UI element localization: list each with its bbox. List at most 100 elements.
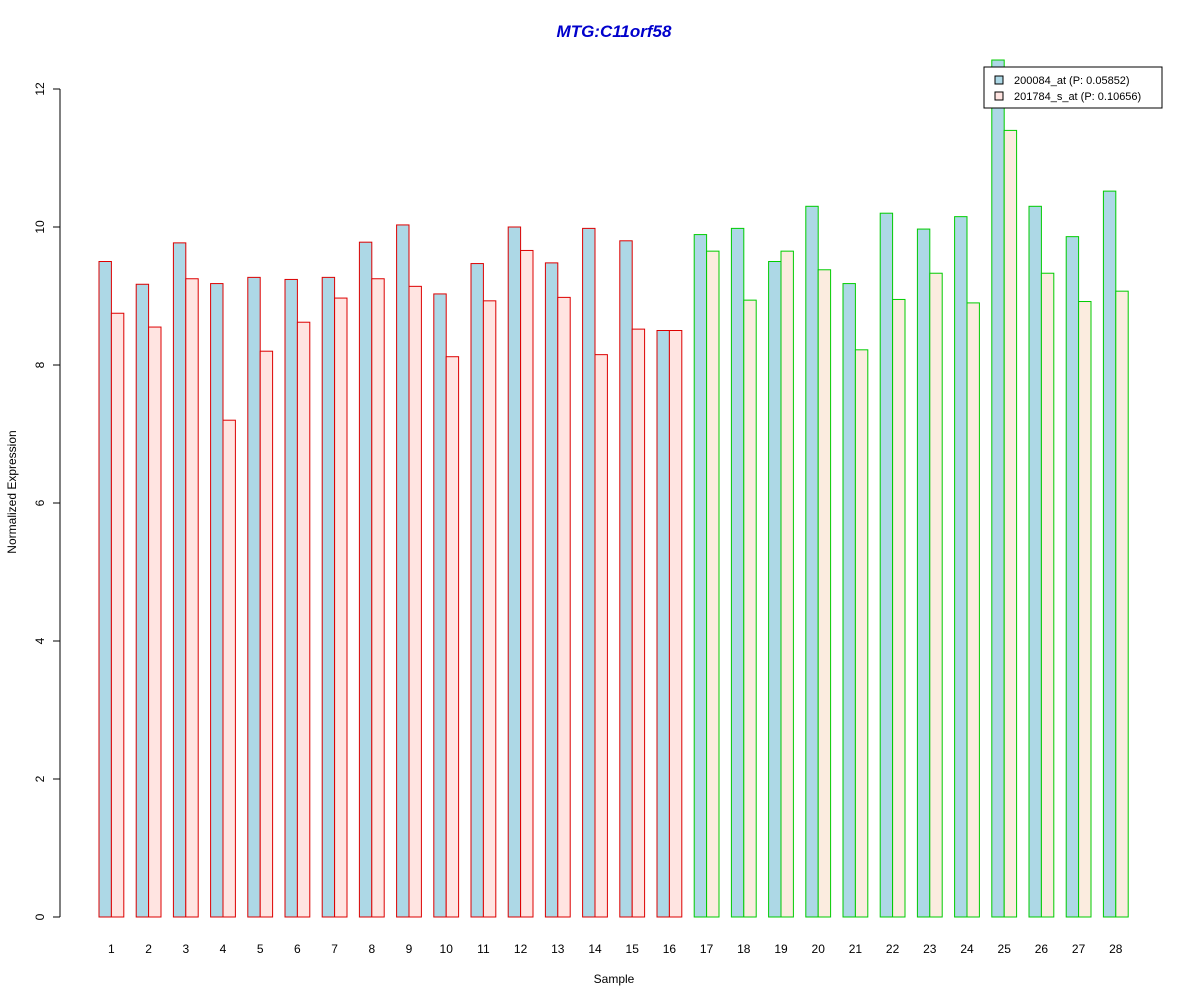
bar-series-1-sample-10 (433, 293, 447, 918)
bar-series-1-sample-18 (730, 227, 745, 918)
x-tick-label: 28 (1109, 942, 1123, 956)
y-axis: 0 2 4 6 8 10 12 (33, 82, 61, 920)
legend-box (983, 66, 1163, 109)
bar-series-2-sample-2 (148, 326, 162, 918)
bar-series-1-sample-3 (172, 242, 187, 918)
bar-series-1-sample-6 (284, 278, 298, 918)
bar-series-1-sample-25 (991, 59, 1005, 918)
x-tick-label: 8 (368, 942, 375, 956)
bar-series-1-sample-4 (210, 283, 224, 918)
x-tick-label: 15 (626, 942, 640, 956)
bar-series-2-sample-16 (668, 330, 683, 918)
chart-title: MTG:C11orf58 (557, 22, 672, 41)
x-tick-label: 4 (220, 942, 227, 956)
bar-series-2-sample-6 (296, 321, 311, 918)
bar-series-1-sample-15 (619, 240, 633, 918)
bar-series-1-sample-26 (1028, 205, 1042, 918)
bar-series-1-sample-23 (916, 228, 931, 918)
bar-series-2-sample-18 (743, 299, 757, 918)
bar-series-2-sample-15 (631, 328, 646, 918)
bar-series-1-sample-5 (247, 276, 261, 918)
y-tick-label: 8 (33, 361, 47, 368)
x-axis-labels: 1 2 3 4 5 6 7 8 9 10 11 12 13 14 15 16 17 18 19 20 21 22 23 24 2… (108, 942, 1123, 956)
x-tick-label: 21 (849, 942, 863, 956)
x-tick-label: 3 (182, 942, 189, 956)
y-tick-label: 2 (33, 775, 47, 782)
bar-series-2-sample-1 (110, 312, 125, 918)
bar-series-2-sample-26 (1040, 272, 1055, 918)
x-tick-label: 20 (812, 942, 826, 956)
bar-series-2-sample-7 (334, 297, 348, 918)
x-tick-label: 19 (774, 942, 788, 956)
bar-series-1-sample-14 (582, 227, 596, 918)
bar-series-1-sample-27 (1065, 236, 1080, 918)
x-tick-label: 12 (514, 942, 528, 956)
bar-series-1-sample-2 (135, 283, 150, 918)
legend-swatch-series-1 (994, 75, 1004, 85)
bar-series-2-sample-14 (594, 354, 608, 918)
bar-series-2-sample-3 (185, 278, 199, 918)
x-tick-label: 10 (440, 942, 454, 956)
bar-series-2-sample-17 (706, 250, 720, 918)
y-tick-label: 4 (33, 637, 47, 644)
bar-series-1-sample-21 (842, 283, 856, 918)
x-tick-label: 9 (406, 942, 413, 956)
x-tick-label: 27 (1072, 942, 1086, 956)
x-tick-label: 2 (145, 942, 152, 956)
y-tick-label: 0 (33, 913, 47, 920)
x-tick-label: 7 (331, 942, 338, 956)
bar-series-2-sample-5 (259, 350, 274, 918)
x-tick-label: 25 (998, 942, 1012, 956)
bar-series-2-sample-24 (966, 302, 980, 918)
bar-series-1-sample-24 (954, 216, 968, 918)
bars-group (98, 59, 1129, 918)
bar-series-2-sample-23 (929, 272, 943, 918)
bar-series-1-sample-16 (656, 330, 670, 918)
bar-series-1-sample-22 (879, 212, 894, 918)
bar-series-1-sample-17 (693, 234, 708, 918)
bar-series-2-sample-19 (780, 250, 794, 918)
x-tick-label: 26 (1035, 942, 1049, 956)
legend-label-series-2: 201784_s_at (P: 0.10656) (1014, 91, 1141, 103)
bar-series-1-sample-1 (98, 261, 112, 918)
x-tick-label: 13 (551, 942, 565, 956)
x-tick-label: 1 (108, 942, 115, 956)
bar-series-2-sample-4 (222, 419, 236, 918)
bar-series-2-sample-9 (408, 285, 422, 918)
bar-series-2-sample-13 (557, 296, 571, 918)
x-tick-label: 5 (257, 942, 264, 956)
x-tick-label: 23 (923, 942, 937, 956)
bar-series-1-sample-12 (507, 226, 522, 918)
bar-series-2-sample-25 (1003, 129, 1018, 918)
x-tick-label: 17 (700, 942, 714, 956)
x-tick-label: 11 (477, 942, 490, 956)
bar-series-2-sample-8 (371, 278, 385, 918)
y-tick-label: 12 (33, 82, 47, 96)
bar-series-1-sample-19 (768, 261, 782, 918)
bar-series-1-sample-20 (805, 205, 819, 918)
bar-series-1-sample-9 (396, 224, 410, 918)
bar-series-2-sample-28 (1115, 290, 1129, 918)
x-axis-title: Sample (594, 972, 635, 986)
bar-series-1-sample-8 (358, 241, 373, 918)
bar-series-2-sample-21 (854, 349, 869, 918)
legend-swatch-series-2 (994, 91, 1004, 101)
x-tick-label: 6 (294, 942, 301, 956)
bar-series-2-sample-11 (482, 300, 497, 918)
bar-series-2-sample-10 (445, 356, 460, 918)
bar-series-2-sample-22 (892, 298, 906, 918)
x-tick-label: 22 (886, 942, 900, 956)
bar-series-1-sample-11 (470, 263, 484, 918)
bar-series-1-sample-28 (1102, 190, 1117, 918)
bar-series-1-sample-7 (321, 276, 336, 918)
bar-series-2-sample-20 (817, 269, 832, 918)
y-tick-label: 10 (33, 220, 47, 234)
x-tick-label: 18 (737, 942, 751, 956)
legend: 200084_at (P: 0.05852) 201784_s_at (P: 0… (983, 66, 1163, 109)
legend-label-series-1: 200084_at (P: 0.05852) (1014, 75, 1130, 87)
bar-series-2-sample-12 (520, 249, 534, 918)
x-tick-label: 24 (960, 942, 974, 956)
bar-series-1-sample-13 (544, 262, 559, 918)
